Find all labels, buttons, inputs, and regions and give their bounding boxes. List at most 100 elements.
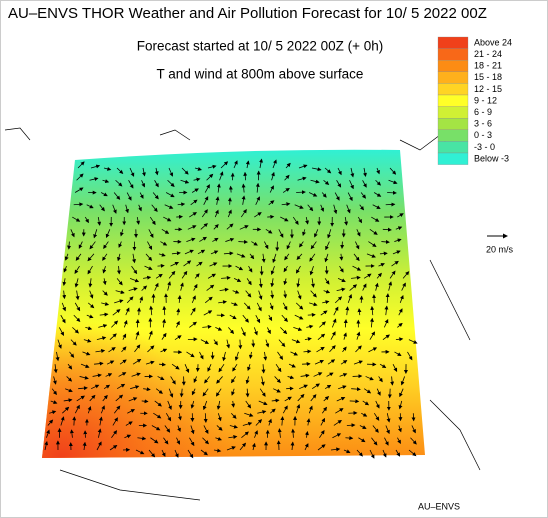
wind-arrow [280, 416, 285, 426]
wind-arrow [113, 192, 121, 200]
wind-arrow [270, 278, 275, 288]
wind-arrow [79, 375, 89, 380]
legend-label: 12 - 15 [474, 84, 502, 94]
wind-arrow [388, 179, 398, 185]
wind-arrow [240, 209, 247, 218]
wind-arrow [61, 302, 66, 312]
wind-arrow [215, 388, 222, 397]
wind-arrow [310, 394, 317, 402]
wind-arrow [149, 216, 156, 226]
wind-arrow [97, 428, 102, 438]
wind-arrow [261, 364, 266, 374]
wind-arrow [334, 296, 343, 304]
wind-arrow [336, 180, 342, 188]
wind-arrow [319, 321, 326, 328]
wind-arrow [324, 278, 330, 285]
wind-arrow [171, 363, 180, 370]
wind-arrow [194, 166, 202, 171]
wind-arrow [126, 192, 132, 201]
wind-arrow [70, 229, 75, 238]
wind-arrow [290, 351, 299, 356]
wind-arrow [382, 334, 390, 340]
wind-arrow [80, 363, 90, 368]
wind-arrow [270, 290, 275, 299]
wind-arrow [219, 287, 229, 292]
wind-arrow [277, 351, 284, 360]
wind-arrow [193, 376, 198, 383]
wind-arrow [177, 425, 181, 433]
wind-arrow [228, 435, 238, 439]
wind-arrow [98, 416, 103, 426]
wind-arrow [345, 436, 354, 441]
wind-arrow [193, 177, 201, 182]
wind-arrow [363, 167, 367, 177]
wind-arrow [139, 296, 144, 303]
wind-arrow [273, 388, 281, 393]
wind-arrow [125, 307, 130, 316]
wind-arrow [92, 373, 102, 378]
wind-arrow [349, 284, 358, 291]
wind-arrow [135, 331, 140, 340]
wind-arrow [65, 388, 73, 393]
wind-arrow [118, 241, 123, 248]
wind-arrow [402, 271, 410, 279]
wind-arrow [241, 195, 246, 205]
wind-arrow [339, 265, 344, 273]
wind-arrow [231, 412, 237, 419]
wind-arrow [353, 253, 360, 262]
wind-arrow [372, 425, 379, 433]
wind-arrow [253, 327, 258, 336]
wind-arrow [391, 260, 399, 267]
wind-arrow [207, 273, 216, 279]
wind-arrow [202, 437, 209, 445]
wind-arrow [245, 376, 250, 385]
wind-arrow [397, 437, 401, 445]
wind-arrow [160, 241, 168, 246]
wind-arrow [241, 431, 249, 439]
wind-arrow [78, 386, 88, 391]
wind-arrow [283, 278, 288, 286]
wind-arrow [309, 265, 314, 276]
wind-arrow [102, 394, 108, 402]
wind-arrow [151, 425, 161, 431]
wind-arrow [86, 204, 94, 209]
wind-arrow [345, 306, 350, 316]
wind-arrow [251, 442, 256, 451]
legend-label: 6 - 9 [474, 107, 492, 117]
wind-arrow [86, 314, 94, 319]
wind-arrow [147, 241, 153, 250]
wind-arrow [207, 164, 217, 169]
legend-swatch [437, 83, 469, 96]
wind-arrow [323, 396, 330, 402]
wind-arrow [139, 192, 144, 199]
wind-arrow [308, 192, 318, 197]
wind-arrow [204, 376, 210, 384]
wind-arrow [189, 212, 197, 218]
wind-arrow [374, 282, 379, 291]
wind-arrow [296, 253, 303, 261]
wind-arrow [283, 265, 288, 273]
wind-arrow [291, 428, 296, 438]
wind-arrow [179, 282, 184, 291]
wind-arrow [216, 376, 223, 384]
wind-arrow [366, 253, 376, 258]
wind-arrow [335, 408, 344, 414]
wind-arrow [53, 364, 58, 374]
wind-arrow [229, 424, 238, 429]
wind-arrow [174, 449, 179, 458]
wind-arrow [74, 278, 79, 288]
wind-arrow [123, 320, 128, 328]
wind-arrow [334, 192, 340, 201]
wind-arrow [351, 275, 361, 280]
wind-arrow [408, 449, 417, 457]
wind-arrow [78, 241, 83, 249]
wind-arrow [330, 331, 336, 340]
wind-arrow [119, 359, 127, 365]
wind-arrow [369, 331, 376, 340]
wind-arrow [189, 321, 197, 328]
wind-arrow [60, 314, 66, 324]
wind-arrow [231, 400, 236, 408]
wind-arrow [359, 204, 364, 211]
wind-arrow [159, 362, 166, 367]
